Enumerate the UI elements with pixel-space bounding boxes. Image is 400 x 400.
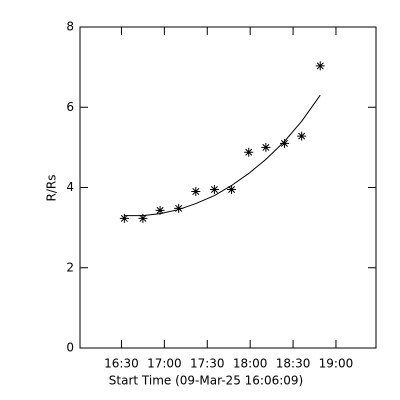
y-tick-label: 4 [66,180,74,194]
x-axis-label: Start Time (09-Mar-25 16:06:09) [109,374,303,388]
x-tick-label: 17:30 [190,357,225,371]
x-tick-label: 19:00 [319,357,354,371]
star-marker [209,185,219,195]
y-tick-label: 8 [66,20,74,34]
x-tick-label: 18:00 [233,357,268,371]
star-marker [261,142,271,152]
star-marker [315,61,325,71]
x-tick-label: 18:30 [276,357,311,371]
x-tick-label: 17:00 [147,357,182,371]
star-marker [279,138,289,148]
star-marker [191,187,201,197]
star-marker [138,213,148,223]
x-tick-label: 16:30 [104,357,139,371]
y-tick-label: 0 [66,341,74,355]
y-tick-label: 2 [66,260,74,274]
star-marker [174,203,184,213]
star-marker [155,205,165,215]
fit-curve [124,94,321,217]
y-tick-label: 6 [66,100,74,114]
star-marker [244,147,254,157]
star-marker [119,213,129,223]
star-marker [227,185,237,195]
y-axis-label: R/Rs [45,175,59,202]
star-marker [297,131,307,141]
